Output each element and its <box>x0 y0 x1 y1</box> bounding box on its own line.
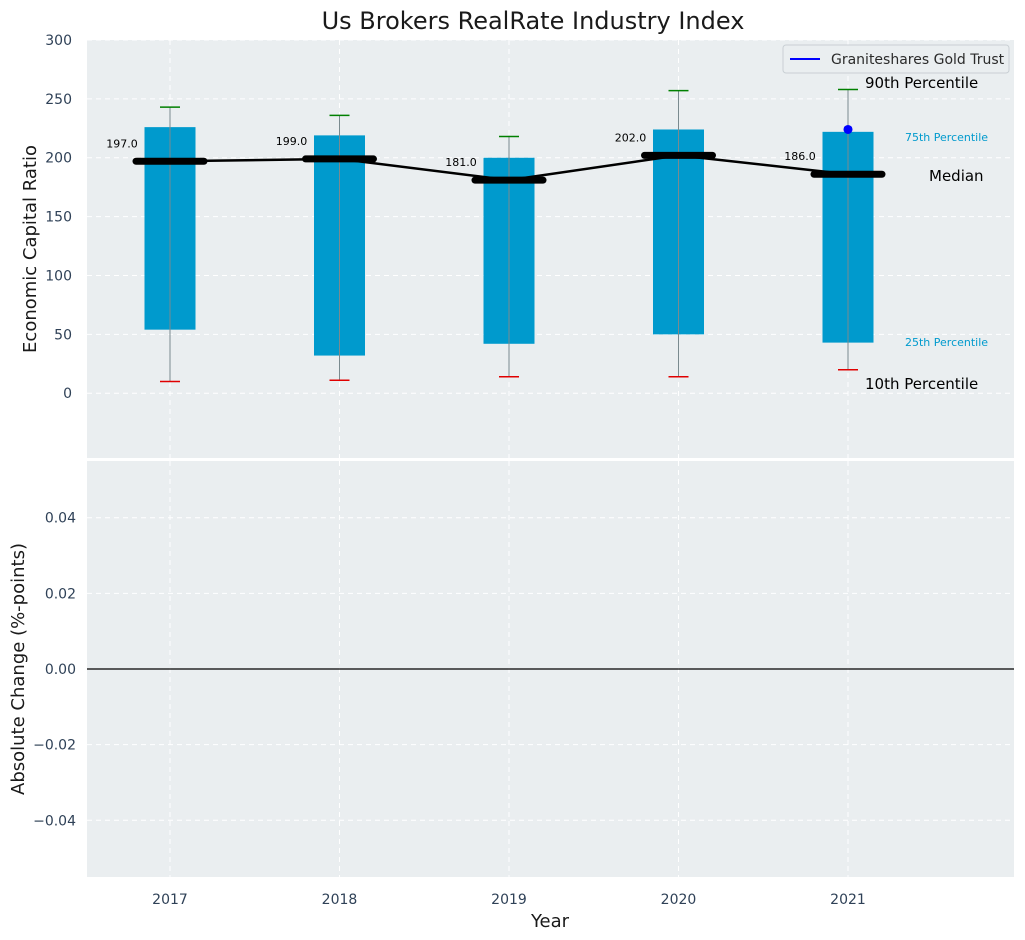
top-y-tick-label: 150 <box>45 210 72 226</box>
x-tick-label: 2020 <box>661 892 697 908</box>
top-y-tick-label: 0 <box>63 386 72 402</box>
top-y-tick-label: 50 <box>54 327 72 343</box>
bottom-y-tick-labels: −0.04 −0.02 0.00 0.02 0.04 <box>33 511 76 830</box>
chart-title: Us Brokers RealRate Industry Index <box>322 7 745 35</box>
median-value-label: 181.0 <box>445 156 477 169</box>
top-y-tick-label: 300 <box>45 33 72 49</box>
annotation-90th-percentile: 90th Percentile <box>865 74 978 92</box>
median-value-label: 199.0 <box>276 135 308 148</box>
company-point <box>843 124 853 134</box>
legend: Graniteshares Gold Trust <box>782 44 1010 74</box>
top-plot-area <box>87 40 1014 458</box>
annotation-10th-percentile: 10th Percentile <box>865 375 978 393</box>
bottom-y-tick-label: 0.04 <box>45 511 76 527</box>
x-tick-label: 2017 <box>152 892 188 908</box>
bottom-y-tick-label: −0.04 <box>33 813 76 829</box>
median-value-label: 202.0 <box>615 131 647 144</box>
top-y-axis-label: Economic Capital Ratio <box>20 145 41 353</box>
annotation-25th-percentile: 25th Percentile <box>905 336 988 349</box>
bottom-y-tick-label: −0.02 <box>33 738 76 754</box>
top-y-tick-labels: 0 50 100 150 200 250 300 <box>45 33 72 402</box>
top-chart-marks: 197.0 199.0 181.0 202.0 186.0 <box>106 88 886 383</box>
annotation-75th-percentile: 75th Percentile <box>905 131 988 144</box>
bottom-y-axis-label: Absolute Change (%-points) <box>8 543 29 795</box>
legend-label: Graniteshares Gold Trust <box>831 52 1005 68</box>
top-y-tick-label: 200 <box>45 151 72 167</box>
bottom-y-tick-label: 0.02 <box>45 586 76 602</box>
x-tick-label: 2019 <box>491 892 527 908</box>
x-axis-label: Year <box>530 911 570 932</box>
x-tick-label: 2018 <box>322 892 358 908</box>
median-value-label: 186.0 <box>784 150 816 163</box>
top-y-tick-label: 250 <box>45 92 72 108</box>
x-tick-label: 2021 <box>830 892 866 908</box>
bottom-y-tick-label: 0.00 <box>45 662 76 678</box>
legend-box <box>782 44 1010 74</box>
annotation-median: Median <box>929 167 984 185</box>
x-tick-labels: 2017 2018 2019 2020 2021 <box>152 892 866 908</box>
median-value-label: 197.0 <box>106 137 138 150</box>
bottom-panel: −0.04−0.020.000.020.04 2017 2018 2019 2020 2… <box>8 461 1014 932</box>
top-y-tick-label: 100 <box>45 268 72 284</box>
